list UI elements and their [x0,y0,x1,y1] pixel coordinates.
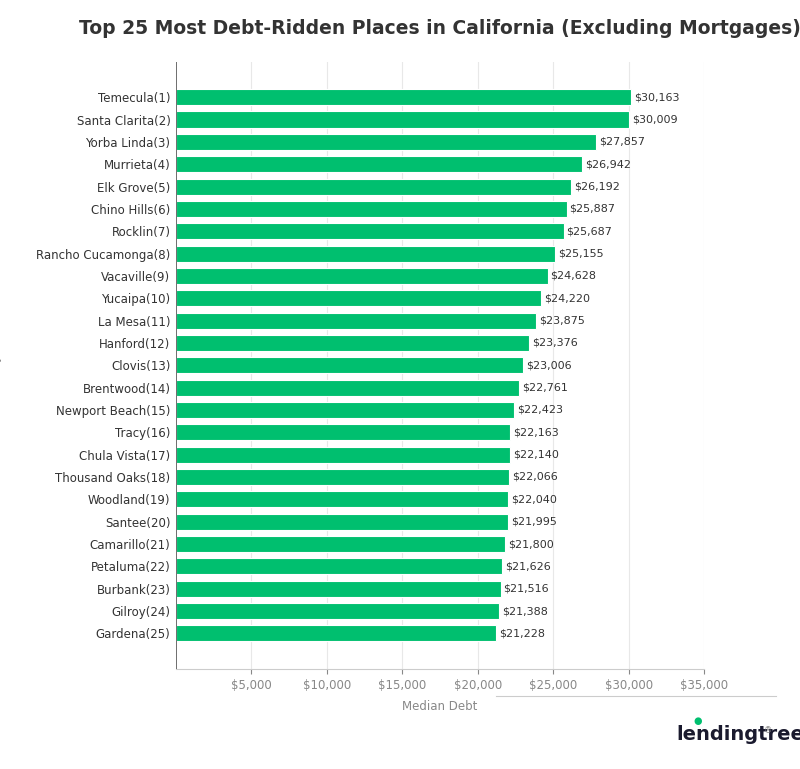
Text: $23,006: $23,006 [526,360,572,371]
Text: $26,942: $26,942 [586,159,631,169]
Bar [176,290,542,306]
Text: $24,628: $24,628 [550,271,597,281]
Bar [176,245,555,261]
Bar [176,223,563,239]
Bar [176,178,571,195]
Text: $30,009: $30,009 [632,115,678,125]
Bar [176,112,629,128]
Bar [176,335,529,351]
Bar [176,536,505,552]
Bar [176,514,508,530]
Text: $21,516: $21,516 [504,584,550,594]
Text: $21,995: $21,995 [511,517,557,527]
Bar [176,424,510,441]
Text: $30,163: $30,163 [634,92,679,102]
Title: Top 25 Most Debt-Ridden Places in California (Excluding Mortgages): Top 25 Most Debt-Ridden Places in Califo… [79,18,800,38]
Text: $25,887: $25,887 [570,204,615,214]
Text: $22,066: $22,066 [512,472,558,482]
Text: $22,761: $22,761 [522,383,568,393]
Bar [176,358,523,373]
Text: $24,220: $24,220 [544,293,590,303]
Text: $22,163: $22,163 [514,428,559,438]
Text: $25,155: $25,155 [558,248,604,258]
Text: $22,140: $22,140 [513,450,559,460]
Text: $25,687: $25,687 [566,226,612,236]
Text: $21,228: $21,228 [499,628,546,638]
Bar [176,469,509,485]
Bar [176,447,510,463]
Bar [176,89,631,105]
Bar [176,380,519,396]
Bar [176,134,596,150]
Text: $27,857: $27,857 [599,137,646,147]
Y-axis label: City: City [0,354,1,377]
Text: $23,376: $23,376 [532,338,578,348]
X-axis label: Median Debt: Median Debt [402,700,478,713]
Bar [176,491,509,508]
Bar [176,201,566,217]
Text: $23,875: $23,875 [539,315,585,325]
Bar [176,312,536,328]
Text: $22,423: $22,423 [518,405,563,415]
Bar [176,558,502,574]
Text: lendingtree: lendingtree [676,725,800,744]
Text: $21,388: $21,388 [502,606,547,616]
Bar [176,156,582,172]
Text: ●: ● [694,716,702,727]
Text: $22,040: $22,040 [511,494,558,504]
Text: $26,192: $26,192 [574,181,620,191]
Bar [176,268,547,284]
Bar [176,402,514,418]
Text: ®: ® [764,726,772,735]
Bar [176,603,498,619]
Text: $21,800: $21,800 [508,539,554,549]
Bar [176,581,501,597]
Text: $21,626: $21,626 [506,561,551,571]
Bar [176,625,496,641]
